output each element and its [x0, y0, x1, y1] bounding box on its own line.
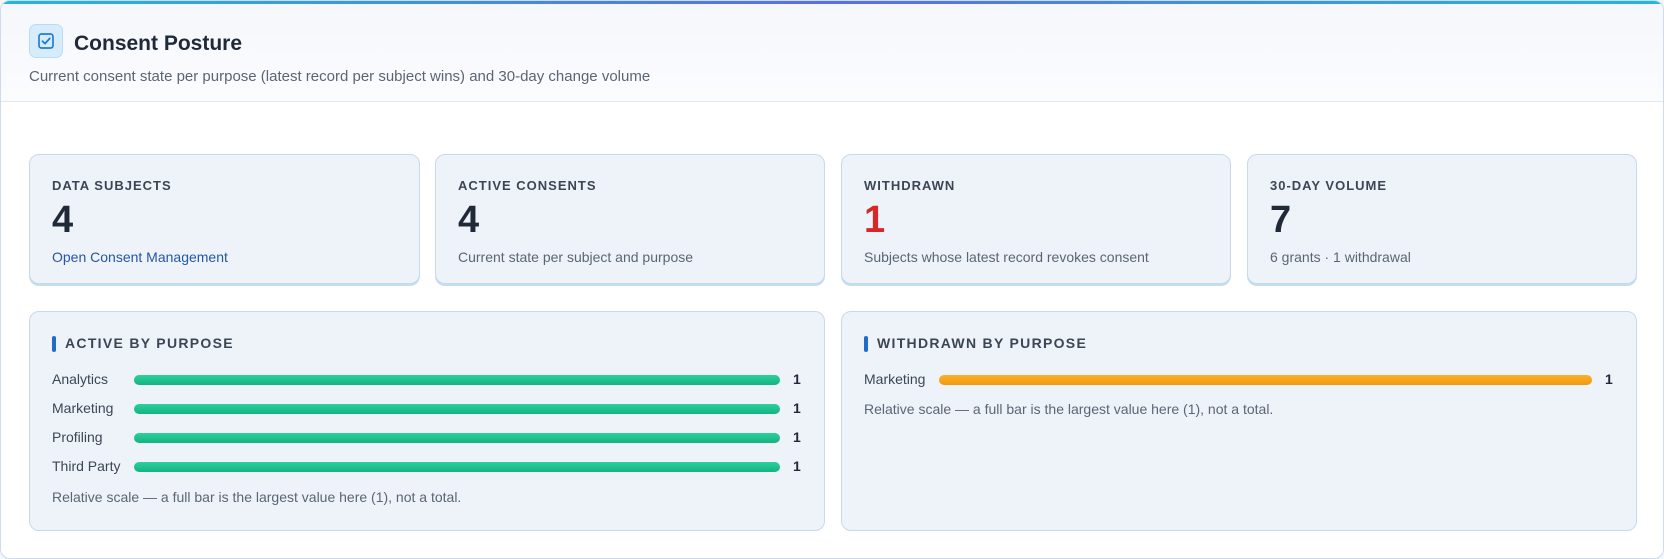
purpose-row-analytics: Analytics 1: [52, 370, 804, 390]
purpose-label: Third Party: [52, 458, 121, 474]
bar-fill: [134, 462, 780, 472]
purpose-row-marketing: Marketing 1: [864, 370, 1616, 390]
heading-accent-bar: [52, 336, 56, 352]
bar-fill: [939, 375, 1592, 385]
stat-value: 4: [458, 199, 480, 241]
purpose-count: 1: [793, 400, 801, 416]
scale-note: Relative scale — a full bar is the large…: [864, 401, 1274, 417]
purpose-label: Analytics: [52, 371, 109, 387]
open-consent-management-link[interactable]: Open Consent Management: [52, 249, 228, 265]
bar-fill: [134, 404, 780, 414]
accent-line: [1, 1, 1663, 4]
checkbox-icon: [29, 24, 63, 58]
stat-description: Subjects whose latest record revokes con…: [864, 249, 1149, 265]
stat-value: 4: [52, 199, 74, 241]
stat-label: DATA SUBJECTS: [52, 178, 172, 193]
purpose-label: Marketing: [864, 371, 926, 387]
purpose-row-marketing: Marketing 1: [52, 399, 804, 419]
stat-description: 6 grants · 1 withdrawal: [1270, 249, 1411, 265]
stat-label: WITHDRAWN: [864, 178, 956, 193]
heading-accent-bar: [864, 336, 868, 352]
bar-track: [134, 462, 780, 472]
bar-track: [134, 404, 780, 414]
page-title: Consent Posture: [74, 32, 243, 55]
stat-card-active-consents: ACTIVE CONSENTS 4 Current state per subj…: [435, 154, 825, 284]
bar-fill: [134, 375, 780, 385]
stat-card-30-day-volume: 30-DAY VOLUME 7 6 grants · 1 withdrawal: [1247, 154, 1637, 284]
withdrawn-by-purpose-panel: WITHDRAWN BY PURPOSE Marketing 1 Relativ…: [841, 311, 1637, 531]
page-subtitle: Current consent state per purpose (lates…: [29, 68, 651, 85]
bar-track: [134, 375, 780, 385]
stat-value: 7: [1270, 199, 1292, 241]
purpose-count: 1: [793, 429, 801, 445]
stat-value: 1: [864, 199, 886, 241]
stat-card-data-subjects: DATA SUBJECTS 4 Open Consent Management: [29, 154, 420, 284]
bar-fill: [134, 433, 780, 443]
scale-note: Relative scale — a full bar is the large…: [52, 489, 462, 505]
purpose-count: 1: [793, 458, 801, 474]
purpose-count: 1: [793, 371, 801, 387]
stat-label: ACTIVE CONSENTS: [458, 178, 597, 193]
purpose-label: Profiling: [52, 429, 103, 445]
active-by-purpose-panel: ACTIVE BY PURPOSE Analytics 1 Marketing …: [29, 311, 825, 531]
stat-card-withdrawn: WITHDRAWN 1 Subjects whose latest record…: [841, 154, 1231, 284]
purpose-row-third-party: Third Party 1: [52, 457, 804, 477]
stat-label: 30-DAY VOLUME: [1270, 178, 1388, 193]
purpose-row-profiling: Profiling 1: [52, 428, 804, 448]
section-heading: WITHDRAWN BY PURPOSE: [864, 335, 1087, 352]
purpose-count: 1: [1605, 371, 1613, 387]
stat-description: Current state per subject and purpose: [458, 249, 694, 265]
bar-track: [134, 433, 780, 443]
panel-header: Consent Posture Current consent state pe…: [1, 4, 1663, 102]
purpose-label: Marketing: [52, 400, 114, 416]
bar-track: [939, 375, 1592, 385]
section-heading: ACTIVE BY PURPOSE: [52, 335, 234, 352]
